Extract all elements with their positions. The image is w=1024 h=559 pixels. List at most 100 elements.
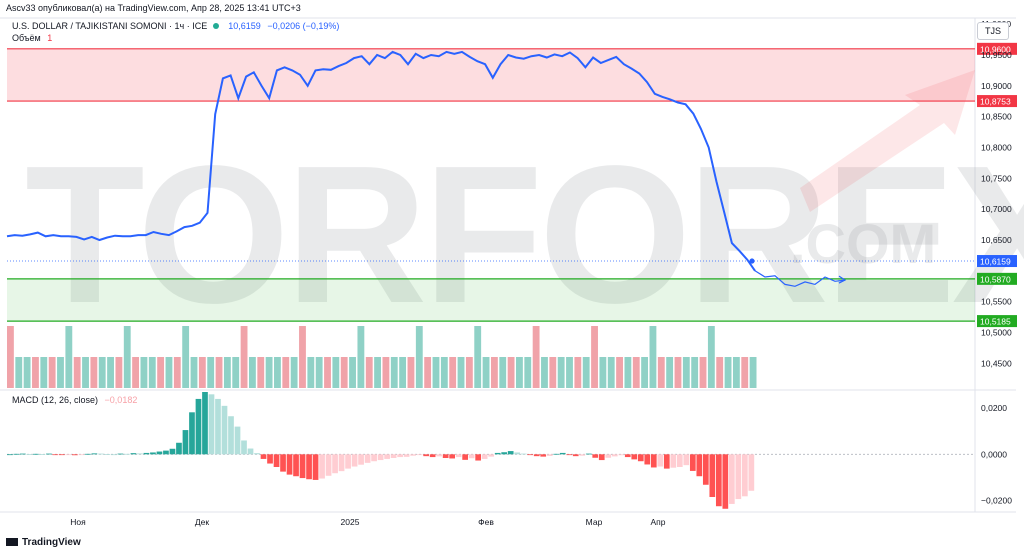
volume-bar (198, 357, 206, 388)
macd-bar (702, 454, 709, 485)
macd-bar (520, 453, 527, 455)
macd-bar (325, 454, 332, 476)
macd-bar (260, 454, 267, 459)
macd-bar (436, 454, 442, 457)
volume-histogram (7, 326, 757, 388)
macd-bar (85, 453, 91, 455)
volume-bar (65, 326, 73, 388)
volume-bar (324, 357, 331, 388)
volume-bar (599, 357, 607, 388)
volume-bar (641, 357, 649, 388)
symbol-title: U.S. DOLLAR / TAJIKISTANI SOMONI · 1ч · … (12, 21, 208, 31)
price-tick-label: 10,5000 (981, 328, 1012, 338)
volume-bar (165, 357, 173, 388)
macd-bar (221, 405, 228, 455)
macd-bar (117, 453, 124, 455)
volume-bar (390, 357, 398, 388)
macd-bar (215, 398, 221, 455)
macd-bar (449, 454, 455, 459)
last-price-dot (749, 258, 755, 264)
macd-bar (306, 454, 312, 480)
macd-bar (299, 454, 306, 479)
volume-bar (307, 357, 315, 388)
macd-bar (338, 454, 345, 472)
price-tick-label: 10,9500 (981, 50, 1012, 60)
watermark-subtext: .COM (790, 212, 936, 275)
volume-bar (223, 357, 231, 388)
macd-bar (111, 454, 117, 456)
volume-bar (566, 357, 573, 388)
time-tick-label: Фев (478, 517, 494, 527)
volume-bar (82, 357, 89, 388)
volume-bar (666, 357, 674, 388)
volume-bar (290, 357, 298, 388)
volume-bar (299, 326, 306, 388)
macd-bar (33, 453, 39, 455)
volume-bar (541, 357, 548, 388)
price-tick-label: 10,8500 (981, 112, 1012, 122)
volume-bar (365, 357, 373, 388)
volume-bar (207, 357, 215, 388)
volume-bar (557, 357, 565, 388)
macd-bar (507, 451, 514, 455)
volume-bar (624, 357, 632, 388)
currency-button[interactable]: TJS (977, 22, 1009, 40)
macd-value: −0,0182 (104, 395, 138, 405)
volume-bar (507, 357, 515, 388)
macd-bar (150, 452, 156, 455)
last-price-label: 10,6159 (980, 257, 1011, 267)
level-price-tag (977, 272, 1017, 285)
time-tick-label: Дек (195, 517, 209, 527)
volume-bar (490, 357, 498, 388)
tradingview-brand: TradingView (22, 537, 81, 548)
macd-bar (98, 453, 104, 455)
volume-bar (265, 357, 273, 388)
price-tick-label: 10,7000 (981, 204, 1012, 214)
macd-bar (598, 454, 605, 461)
macd-bar (13, 453, 20, 455)
macd-bar (143, 452, 150, 455)
macd-bar (241, 440, 247, 455)
volume-bar (432, 357, 440, 388)
macd-bar (104, 454, 111, 455)
price-line (6, 50, 756, 272)
level-price-label: 10,5185 (980, 317, 1011, 327)
macd-bar (267, 454, 273, 464)
volume-bar (274, 357, 281, 388)
volume-bar (148, 357, 156, 388)
macd-bar (423, 454, 429, 457)
volume-bar (440, 357, 448, 388)
macd-bar (618, 454, 625, 456)
volume-bar (474, 326, 482, 388)
volume-bar (532, 326, 540, 388)
volume-bar (7, 326, 14, 388)
macd-bar (670, 454, 677, 468)
macd-bar (52, 454, 59, 456)
volume-bar (73, 357, 81, 388)
macd-bar (195, 398, 202, 455)
macd-bar (527, 454, 534, 456)
price-tick-label: 10,8000 (981, 143, 1012, 153)
volume-bar (182, 326, 190, 388)
macd-bar (579, 454, 586, 456)
volume-bar (449, 357, 457, 388)
macd-bar (208, 394, 215, 455)
volume-bar (699, 357, 707, 388)
volume-bar (374, 357, 381, 388)
published-by: Ascv33 опубликовал(а) на TradingView.com… (6, 3, 301, 13)
macd-bar (657, 454, 664, 467)
macd-bar (650, 454, 657, 468)
volume-bar (173, 357, 181, 388)
tradingview-logo[interactable]: TradingView (6, 537, 81, 548)
volume-bar (591, 326, 598, 388)
time-tick-label: 2025 (341, 517, 360, 527)
volume-bar (524, 357, 532, 388)
volume-bar (499, 357, 507, 388)
time-tick-label: Ноя (70, 517, 86, 527)
volume-bar (248, 357, 256, 388)
macd-bar (501, 452, 508, 455)
macd-bar (65, 454, 72, 456)
macd-label: MACD (12, 26, close) (12, 395, 99, 405)
macd-bar (46, 453, 52, 455)
